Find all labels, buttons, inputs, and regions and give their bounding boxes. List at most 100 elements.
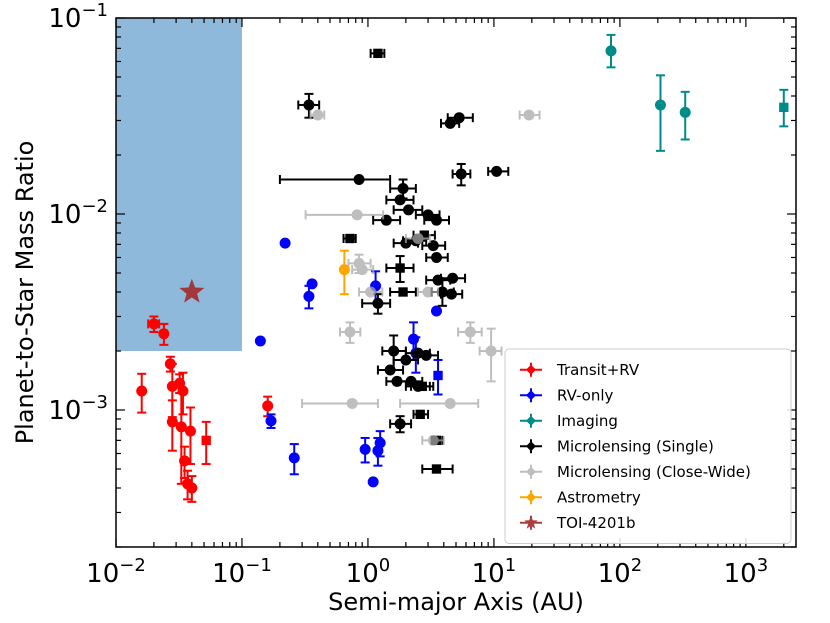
data-point	[412, 349, 440, 361]
square-marker	[395, 263, 405, 273]
circle-marker	[408, 333, 420, 345]
data-point	[439, 272, 467, 284]
y-tick-label: 10−3	[48, 392, 108, 426]
square-marker	[433, 370, 443, 381]
circle-marker	[351, 209, 363, 221]
circle-marker	[394, 194, 406, 206]
circle-marker	[400, 354, 412, 366]
circle-marker	[523, 109, 535, 121]
series-imaging	[605, 33, 789, 152]
circle-marker	[338, 264, 350, 276]
square-marker	[779, 102, 789, 113]
circle-marker	[136, 385, 148, 397]
data-point	[414, 209, 441, 221]
legend-entry	[520, 490, 542, 505]
data-point	[385, 255, 415, 283]
legend-label: Astrometry	[557, 488, 641, 506]
circle-marker	[288, 452, 300, 464]
data-point	[376, 364, 405, 376]
data-point	[451, 162, 472, 187]
data-point	[654, 74, 666, 152]
data-point	[374, 430, 386, 458]
data-point	[254, 335, 266, 347]
square-marker	[417, 381, 427, 392]
data-point	[457, 321, 483, 344]
circle-marker	[158, 328, 170, 340]
data-point	[518, 109, 541, 121]
circle-marker	[397, 182, 409, 194]
series-microlensing-single-	[278, 48, 510, 474]
diamond-marker	[526, 466, 536, 477]
data-point	[417, 286, 440, 298]
circle-marker	[254, 335, 266, 347]
legend-entry	[520, 413, 542, 428]
diamond-marker	[526, 415, 536, 426]
square-marker	[431, 464, 442, 474]
circle-marker	[359, 443, 371, 455]
series-transit-rv	[136, 315, 274, 503]
circle-marker	[485, 345, 497, 357]
circle-marker	[303, 99, 315, 111]
data-point	[679, 90, 691, 141]
circle-marker	[279, 237, 291, 249]
circle-marker	[372, 297, 384, 309]
circle-marker	[464, 326, 476, 338]
data-point	[392, 354, 420, 366]
circle-marker	[453, 112, 465, 124]
circle-marker	[306, 278, 318, 290]
circle-marker	[384, 364, 396, 376]
data-point	[147, 315, 161, 334]
circle-marker	[445, 288, 457, 300]
data-point	[404, 232, 431, 244]
star-marker	[524, 515, 538, 529]
circle-marker	[365, 286, 377, 298]
data-point	[304, 209, 385, 221]
x-axis-label: Semi-major Axis (AU)	[328, 588, 584, 616]
x-tick-label: 100	[346, 555, 391, 589]
star-marker	[179, 278, 205, 303]
circle-marker	[262, 400, 274, 412]
data-point	[478, 327, 503, 383]
circle-marker	[394, 418, 406, 430]
data-point	[433, 358, 443, 396]
circle-marker	[491, 165, 503, 177]
series-toi-4201b	[179, 278, 205, 303]
x-tick-label: 101	[472, 555, 517, 589]
shaded-region	[116, 18, 242, 351]
data-point	[439, 288, 464, 300]
diamond-marker	[526, 364, 536, 375]
circle-marker	[422, 209, 434, 221]
data-point	[297, 92, 321, 119]
data-point	[412, 409, 430, 420]
legend-label: TOI-4201b	[556, 514, 636, 532]
square-marker	[398, 287, 408, 297]
square-marker	[201, 435, 211, 446]
circle-marker	[312, 109, 324, 121]
data-point	[358, 286, 384, 298]
data-point	[301, 397, 379, 409]
legend-label: Microlensing (Close-Wide)	[557, 463, 751, 481]
data-point	[389, 287, 417, 297]
data-point	[338, 249, 350, 296]
legend-entry	[520, 388, 542, 403]
circle-marker	[403, 204, 415, 216]
legend-box	[504, 348, 792, 544]
square-marker	[415, 409, 425, 420]
axis-tick-labels: 10−2 10−1 100 101 102 103 10−3 10−2 10−1	[48, 0, 768, 589]
diamond-marker	[526, 441, 536, 452]
data-point	[166, 399, 178, 452]
circle-marker	[184, 425, 196, 437]
data-point	[421, 464, 454, 474]
data-point	[423, 214, 451, 226]
data-point	[392, 204, 424, 216]
circle-marker	[177, 385, 189, 397]
circle-marker	[430, 214, 442, 226]
diamond-marker	[526, 390, 536, 401]
circle-marker	[427, 434, 439, 446]
data-point	[136, 372, 148, 414]
data-point	[279, 237, 291, 249]
circle-marker	[455, 168, 467, 180]
circle-marker	[420, 349, 432, 361]
data-point	[605, 33, 617, 69]
